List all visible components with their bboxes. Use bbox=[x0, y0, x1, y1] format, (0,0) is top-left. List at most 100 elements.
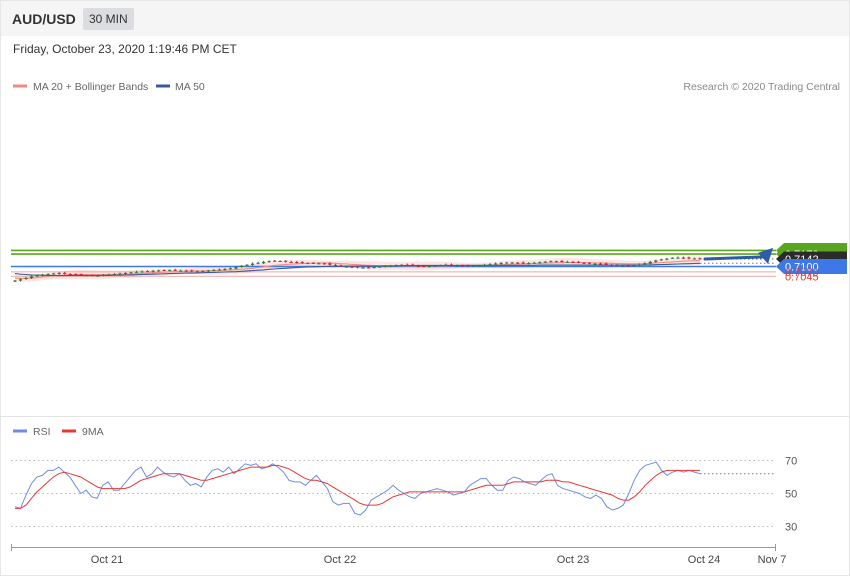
bear-candle bbox=[687, 257, 691, 259]
x-axis: Oct 21 Oct 22 Oct 23 Oct 24 Nov 7 bbox=[11, 544, 786, 566]
bear-candle bbox=[598, 263, 603, 265]
bear-candle bbox=[576, 261, 581, 263]
ma20-legend-label: MA 20 + Bollinger Bands bbox=[33, 81, 148, 93]
bull-candle bbox=[455, 265, 459, 267]
bear-candle bbox=[295, 262, 299, 264]
bull-candle bbox=[477, 265, 481, 267]
bull-candle bbox=[41, 274, 45, 276]
bull-candle bbox=[527, 263, 531, 265]
bear-candle bbox=[339, 265, 343, 267]
bull-candle bbox=[621, 265, 625, 267]
timeframe-badge[interactable]: 30 MIN bbox=[83, 8, 134, 30]
bull-candle bbox=[665, 258, 669, 260]
bear-candle bbox=[582, 262, 586, 264]
bear-candle bbox=[416, 265, 420, 267]
bear-candle bbox=[190, 270, 194, 272]
bull-candle bbox=[256, 262, 260, 264]
projection bbox=[703, 247, 773, 264]
bull-candle bbox=[151, 270, 155, 272]
bull-candle bbox=[123, 272, 128, 274]
credit-label: Research © 2020 Trading Central bbox=[683, 81, 840, 93]
bull-candle bbox=[217, 269, 221, 271]
bull-candle bbox=[145, 271, 150, 273]
bull-candle bbox=[427, 265, 431, 267]
bear-candle bbox=[626, 265, 630, 267]
bear-candle bbox=[587, 262, 592, 264]
bull-candle bbox=[52, 273, 56, 275]
bear-candle bbox=[63, 272, 67, 274]
bull-candle bbox=[383, 266, 387, 268]
bear-candle bbox=[355, 266, 360, 268]
bull-candle bbox=[643, 263, 647, 265]
bull-candle bbox=[317, 263, 321, 265]
bear-candle bbox=[610, 264, 614, 266]
bull-candle bbox=[505, 262, 509, 264]
bear-candle bbox=[173, 269, 177, 271]
bear-candle bbox=[328, 263, 332, 265]
bull-candle bbox=[659, 259, 663, 261]
bollinger-band-area bbox=[15, 256, 700, 282]
bear-candle bbox=[604, 263, 608, 265]
bear-candle bbox=[333, 264, 338, 266]
bull-candle bbox=[444, 264, 448, 266]
bear-candle bbox=[521, 262, 525, 264]
x-tick-label: Oct 23 bbox=[557, 554, 589, 566]
bull-candle bbox=[201, 270, 205, 272]
bull-candle bbox=[85, 275, 89, 277]
bull-candle bbox=[129, 272, 133, 274]
bollinger-bands bbox=[15, 256, 700, 282]
bull-candle bbox=[168, 270, 172, 272]
bull-candle bbox=[57, 273, 61, 275]
bull-candle bbox=[377, 266, 382, 268]
bear-candle bbox=[289, 261, 293, 263]
bear-candle bbox=[615, 264, 619, 266]
rsi-ma-legend-swatch bbox=[62, 429, 76, 433]
bull-candle bbox=[554, 261, 558, 263]
bear-candle bbox=[681, 257, 686, 259]
bear-candle bbox=[560, 260, 564, 262]
bull-candle bbox=[261, 261, 266, 264]
bull-candle bbox=[107, 274, 111, 276]
bear-candle bbox=[460, 265, 465, 267]
bull-candle bbox=[494, 263, 498, 265]
bull-candle bbox=[372, 267, 376, 269]
bull-candle bbox=[24, 277, 28, 279]
bear-candle bbox=[516, 262, 520, 264]
bull-candle bbox=[18, 279, 23, 281]
x-tick-label: Oct 24 bbox=[688, 554, 720, 566]
bull-candle bbox=[471, 265, 476, 267]
bull-candle bbox=[101, 275, 105, 277]
pivot-level-label: 0.7100 bbox=[785, 262, 819, 274]
bull-candle bbox=[223, 268, 227, 270]
bull-candle bbox=[549, 261, 553, 263]
bull-candle bbox=[35, 275, 39, 277]
bear-candle bbox=[311, 262, 315, 264]
bull-candle bbox=[438, 265, 442, 267]
bull-candle bbox=[29, 276, 34, 279]
projection-arrow-head bbox=[758, 247, 773, 264]
rsi-legend-swatch bbox=[13, 429, 27, 433]
bull-candle bbox=[96, 275, 100, 277]
bull-candle bbox=[206, 270, 210, 272]
bear-candle bbox=[411, 264, 415, 266]
bull-candle bbox=[499, 262, 503, 264]
bull-candle bbox=[538, 262, 542, 264]
bear-candle bbox=[466, 265, 470, 267]
bear-candle bbox=[74, 274, 78, 276]
bull-candle bbox=[565, 261, 570, 263]
rsi-ma-legend-label: 9MA bbox=[82, 426, 104, 438]
bear-candle bbox=[571, 261, 575, 263]
bear-candle bbox=[405, 264, 409, 266]
bull-candle bbox=[400, 264, 404, 266]
rsi-legend-label: RSI bbox=[33, 426, 51, 438]
ma20-line bbox=[14, 260, 701, 279]
bull-candle bbox=[344, 266, 349, 268]
ma50-legend-label: MA 50 bbox=[175, 81, 205, 93]
bull-candle bbox=[389, 265, 393, 267]
bear-candle bbox=[79, 274, 83, 276]
bull-candle bbox=[118, 273, 122, 275]
bear-candle bbox=[449, 264, 454, 266]
bear-candle bbox=[273, 260, 277, 262]
